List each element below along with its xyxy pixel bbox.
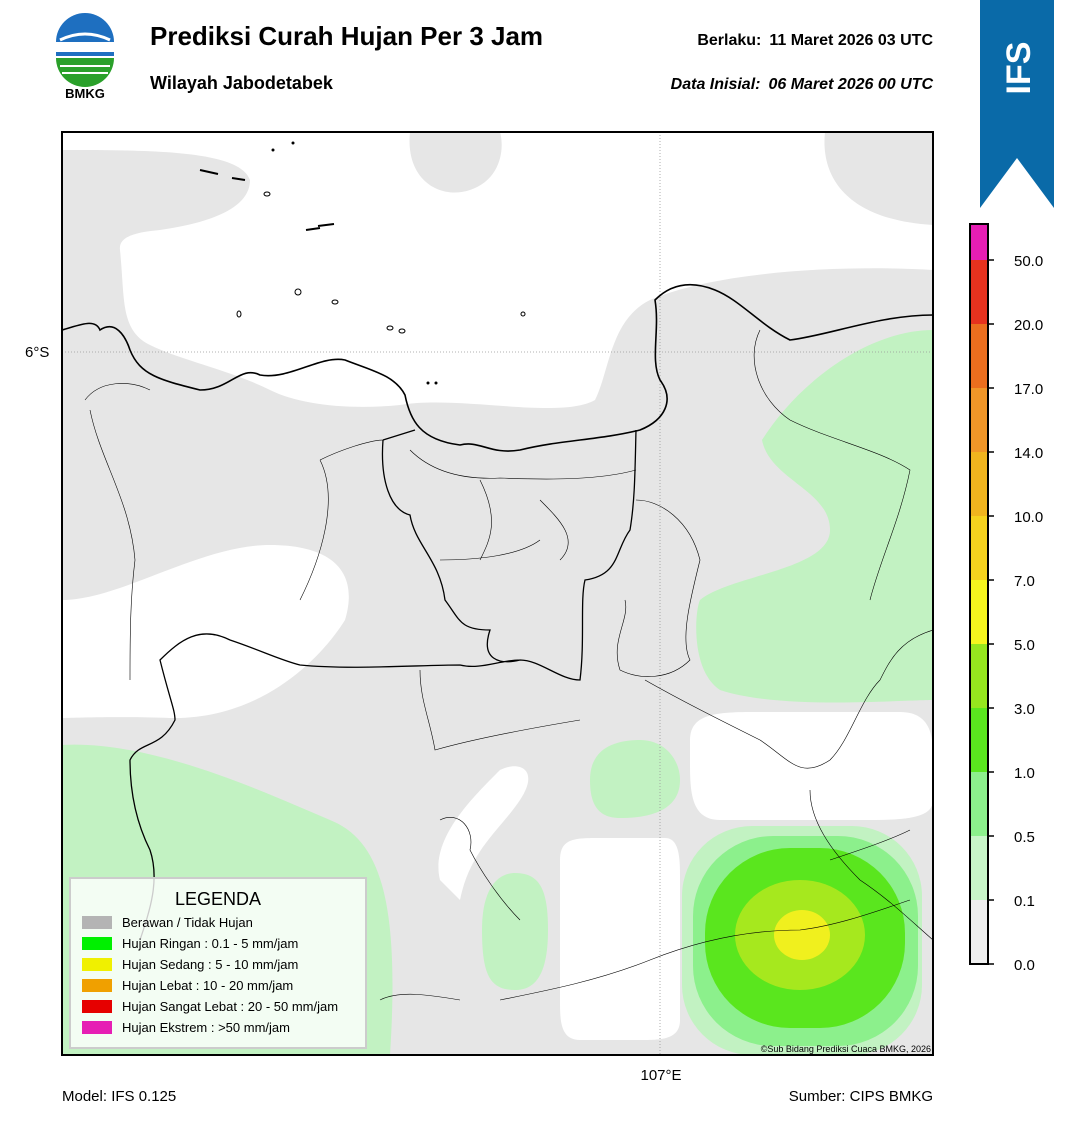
colorbar-tick-label: 0.1	[1014, 893, 1035, 910]
title: Prediksi Curah Hujan Per 3 Jam	[150, 21, 543, 51]
colorbar-tick-label: 3.0	[1014, 701, 1035, 718]
colorbar-segment	[970, 708, 988, 772]
footer-source: Sumber: CIPS BMKG	[789, 1088, 933, 1105]
footer-model: Model: IFS 0.125	[62, 1088, 176, 1105]
colorbar: 0.0 0.1 0.5 1.0 3.0 5.0 7.0 10.0 14.0 17.0 20.0 50.…	[969, 223, 1043, 974]
colorbar-tick-label: 10.0	[1014, 509, 1043, 526]
colorbar-tick-label: 7.0	[1014, 573, 1035, 590]
colorbar-segment	[970, 260, 988, 324]
colorbar-tick-label: 0.5	[1014, 829, 1035, 846]
legend-label: Hujan Ekstrem : >50 mm/jam	[122, 1020, 290, 1035]
valid-label: Berlaku:	[697, 32, 761, 49]
colorbar-segment	[970, 900, 988, 964]
colorbar-segment	[970, 772, 988, 836]
colorbar-tick-label: 0.0	[1014, 957, 1035, 974]
map-credit: ©Sub Bidang Prediksi Cuaca BMKG, 2026	[761, 1044, 931, 1054]
legend-swatch	[82, 937, 112, 950]
colorbar-tick-label: 5.0	[1014, 637, 1035, 654]
legend-title: LEGENDA	[175, 889, 261, 909]
colorbar-segment	[970, 388, 988, 452]
colorbar-segment	[970, 452, 988, 516]
colorbar-segment	[970, 836, 988, 900]
init-time: Data Inisial: 06 Maret 2026 00 UTC	[671, 76, 934, 93]
legend-swatch	[82, 916, 112, 929]
colorbar-tick-label: 14.0	[1014, 445, 1043, 462]
model-badge	[980, 0, 1054, 208]
colorbar-frame	[969, 223, 989, 965]
init-label: Data Inisial:	[671, 76, 761, 93]
legend-label: Berawan / Tidak Hujan	[122, 915, 253, 930]
logo-text: BMKG	[65, 86, 105, 101]
colorbar-segment	[970, 580, 988, 644]
legend-swatch	[82, 958, 112, 971]
colorbar-segment	[970, 224, 988, 260]
colorbar-segment	[970, 516, 988, 580]
valid-time: Berlaku: 11 Maret 2026 03 UTC	[697, 32, 933, 49]
colorbar-segment	[970, 324, 988, 388]
legend-swatch	[82, 1021, 112, 1034]
colorbar-tick-label: 17.0	[1014, 381, 1043, 398]
legend-label: Hujan Ringan : 0.1 - 5 mm/jam	[122, 936, 298, 951]
map-frame	[61, 131, 934, 1056]
init-value: 06 Maret 2026 00 UTC	[768, 76, 933, 93]
legend-swatch	[82, 1000, 112, 1013]
legend-label: Hujan Sedang : 5 - 10 mm/jam	[122, 957, 298, 972]
badge-text: IFS	[1000, 42, 1038, 95]
valid-value: 11 Maret 2026 03 UTC	[769, 32, 933, 49]
legend-label: Hujan Sangat Lebat : 20 - 50 mm/jam	[122, 999, 338, 1014]
colorbar-segment	[970, 644, 988, 708]
logo: BMKG	[56, 13, 114, 101]
legend: LEGENDA Berawan / Tidak Hujan Hujan Ringa…	[69, 877, 367, 1049]
legend-label: Hujan Lebat : 10 - 20 mm/jam	[122, 978, 293, 993]
lon-label: 107°E	[640, 1067, 681, 1084]
colorbar-tick-label: 1.0	[1014, 765, 1035, 782]
legend-swatch	[82, 979, 112, 992]
colorbar-tick-label: 50.0	[1014, 253, 1043, 270]
lat-label: 6°S	[25, 344, 49, 361]
colorbar-tick-label: 20.0	[1014, 317, 1043, 334]
subtitle: Wilayah Jabodetabek	[150, 73, 334, 93]
